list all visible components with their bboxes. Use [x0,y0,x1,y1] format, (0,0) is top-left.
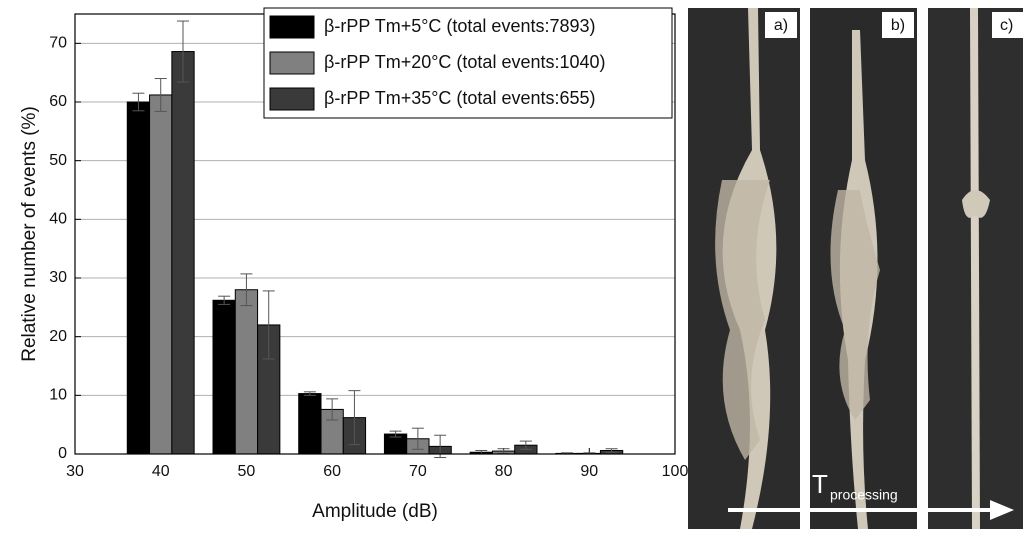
legend-label: β-rPP Tm+5°C (total events:7893) [324,16,596,36]
arrow-subscript: processing [830,487,898,503]
error-bar [326,398,339,421]
legend-box [263,7,673,119]
arrow-label: T [812,469,828,499]
error-bar [262,290,275,360]
fiber-fray [715,180,770,460]
fiber [970,8,980,529]
panel-label: c) [1000,17,1013,34]
error-bar [177,20,189,83]
y-tick-label: 0 [58,445,67,462]
error-bar [303,391,316,396]
legend-swatch [269,15,315,39]
x-tick-label: 60 [323,463,341,480]
x-tick-label: 90 [580,463,598,480]
y-tick-label: 70 [49,35,67,52]
panel-label-box [765,12,797,38]
error-bar [132,92,145,112]
y-tick-label: 40 [49,211,67,228]
error-bar [218,295,231,305]
error-bar [389,430,402,438]
bar [234,289,259,455]
y-tick-label: 10 [49,387,67,404]
error-bar [348,390,361,446]
error-bar [605,448,618,453]
panel-label-box [882,12,914,38]
error-bar [240,273,253,307]
y-tick-label: 20 [49,328,67,345]
legend-swatch [269,87,315,111]
legend-label: β-rPP Tm+20°C (total events:1040) [324,52,606,72]
x-tick-label: 40 [152,463,170,480]
photos: a) b) c) T processing [688,8,1023,529]
bar [212,299,236,455]
bar [149,94,173,455]
legend-label: β-rPP Tm+35°C (total events:655) [324,88,596,108]
fiber-fray [830,190,880,420]
x-tick-label: 70 [409,463,427,480]
x-tick-label: 30 [66,463,84,480]
y-tick-label: 30 [49,269,67,286]
bar [298,393,322,455]
error-bar [519,440,532,450]
panel-label: b) [891,17,905,34]
x-tick-label: 80 [495,463,513,480]
panel-label-box [992,12,1023,38]
x-axis-label: Amplitude (dB) [312,501,438,522]
bar [171,51,195,455]
y-axis-label: Relative number of events (%) [19,106,40,362]
error-bar [411,427,424,450]
y-tick-label: 50 [49,152,67,169]
panel-label: a) [774,17,788,34]
fiber-fray [962,190,990,218]
x-tick-label: 50 [238,463,256,480]
arrow-head [990,500,1014,520]
error-bar [154,78,167,112]
x-tick-label: 100 [662,463,689,480]
legend-swatch [269,51,315,75]
y-tick-label: 60 [49,93,67,110]
bar [126,101,151,455]
